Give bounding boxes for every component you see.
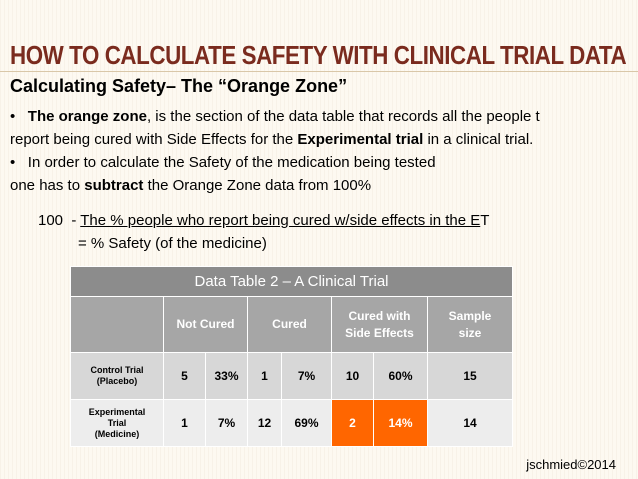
table-row-experimental: Experimental Trial (Medicine) 1 7% 12 69… bbox=[70, 399, 513, 447]
header-cured-se-line-1: Cured with bbox=[348, 308, 411, 323]
control-cured-count: 1 bbox=[247, 352, 282, 400]
control-not-cured-count: 5 bbox=[163, 352, 206, 400]
bullet-1-line-1: • The orange zone, is the section of the… bbox=[10, 108, 540, 125]
control-cured-pct: 7% bbox=[281, 352, 332, 400]
control-cured-se-pct: 60% bbox=[373, 352, 428, 400]
header-not-cured: Not Cured bbox=[163, 296, 248, 353]
formula-line-1: 100 - The % people who report being cure… bbox=[38, 212, 489, 229]
bullet-2-line-1: • In order to calculate the Safety of th… bbox=[10, 154, 436, 171]
slide-subtitle: Calculating Safety– The “Orange Zone” bbox=[10, 76, 348, 96]
experimental-label-line-1: Experimental bbox=[88, 406, 146, 417]
header-sample-line-1: Sample bbox=[448, 308, 492, 323]
bullet-1-line-2: report being cured with Side Effects for… bbox=[10, 131, 533, 148]
control-label-line-2: (Placebo) bbox=[96, 376, 138, 386]
experimental-label-line-2: Trial bbox=[107, 417, 127, 428]
table-caption: Data Table 2 – A Clinical Trial bbox=[70, 266, 513, 297]
bullet-2-line2-tail: the Orange Zone data from 100% bbox=[143, 177, 372, 194]
row-label-experimental: Experimental Trial (Medicine) bbox=[70, 399, 164, 447]
experimental-not-cured-count: 1 bbox=[163, 399, 206, 447]
title-divider bbox=[0, 71, 638, 72]
experimental-sample-size: 14 bbox=[427, 399, 513, 447]
bullet-2-text: In order to calculate the Safety of the … bbox=[27, 154, 436, 171]
experimental-label-line-3: (Medicine) bbox=[94, 428, 140, 439]
header-sample-line-2: size bbox=[458, 325, 482, 340]
bullet-1-line2-tail: in a clinical trial. bbox=[423, 131, 534, 148]
slide-title: HOW TO CALCULATE SAFETY WITH CLINICAL TR… bbox=[10, 40, 627, 70]
table-row-control: Control Trial (Placebo) 5 33% 1 7% 10 60… bbox=[70, 352, 513, 400]
bullet-marker: • bbox=[10, 154, 16, 171]
header-sample-size: Sample size bbox=[427, 296, 513, 353]
bullet-1-bold-lead: The orange zone bbox=[27, 108, 147, 125]
experimental-cured-pct: 69% bbox=[281, 399, 332, 447]
control-label-line-1: Control Trial bbox=[90, 365, 144, 375]
bullet-marker: • bbox=[10, 108, 16, 125]
experimental-cured-count: 12 bbox=[247, 399, 282, 447]
experimental-not-cured-pct: 7% bbox=[205, 399, 248, 447]
bullet-2-line2-text: one has to bbox=[10, 177, 85, 194]
copyright-credit: jschmied©2014 bbox=[526, 457, 616, 472]
bullet-2-line2-bold: subtract bbox=[84, 177, 144, 194]
bullet-1-line2-text: report being cured with Side Effects for… bbox=[10, 131, 298, 148]
control-not-cured-pct: 33% bbox=[205, 352, 248, 400]
orange-zone-pct: 14% bbox=[373, 399, 428, 447]
bullet-2-line-2: one has to subtract the Orange Zone data… bbox=[10, 177, 371, 194]
control-sample-size: 15 bbox=[427, 352, 513, 400]
header-empty bbox=[70, 296, 164, 353]
formula-underlined: The % people who report being cured w/si… bbox=[80, 212, 481, 229]
orange-zone-count: 2 bbox=[331, 399, 374, 447]
bullet-1-line2-bold: Experimental trial bbox=[297, 131, 424, 148]
header-cured: Cured bbox=[247, 296, 332, 353]
row-label-control: Control Trial (Placebo) bbox=[70, 352, 164, 400]
bullet-1-text: , is the section of the data table that … bbox=[146, 108, 540, 125]
header-cured-se-line-2: Side Effects bbox=[345, 325, 414, 340]
control-cured-se-count: 10 bbox=[331, 352, 374, 400]
formula-prefix: 100 - bbox=[38, 212, 81, 229]
formula-line-2: = % Safety (of the medicine) bbox=[78, 235, 267, 252]
clinical-trial-table: Data Table 2 – A Clinical Trial Not Cure… bbox=[70, 266, 513, 447]
formula-suffix: T bbox=[480, 212, 490, 229]
header-cured-side-effects: Cured with Side Effects bbox=[331, 296, 428, 353]
